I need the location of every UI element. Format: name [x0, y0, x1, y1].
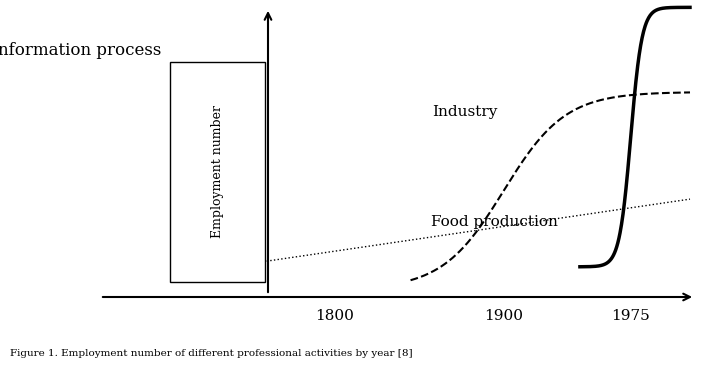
Text: nformation process: nformation process	[0, 42, 161, 59]
Text: 1975: 1975	[611, 309, 650, 323]
Text: Food production: Food production	[431, 215, 558, 229]
Text: Figure 1. Employment number of different professional activities by year [8]: Figure 1. Employment number of different…	[10, 349, 413, 358]
Text: Industry: Industry	[432, 105, 498, 119]
Bar	[170, 62, 265, 282]
Text: 1800: 1800	[315, 309, 354, 323]
Text: 1900: 1900	[484, 309, 523, 323]
Text: Employment number: Employment number	[211, 105, 224, 239]
